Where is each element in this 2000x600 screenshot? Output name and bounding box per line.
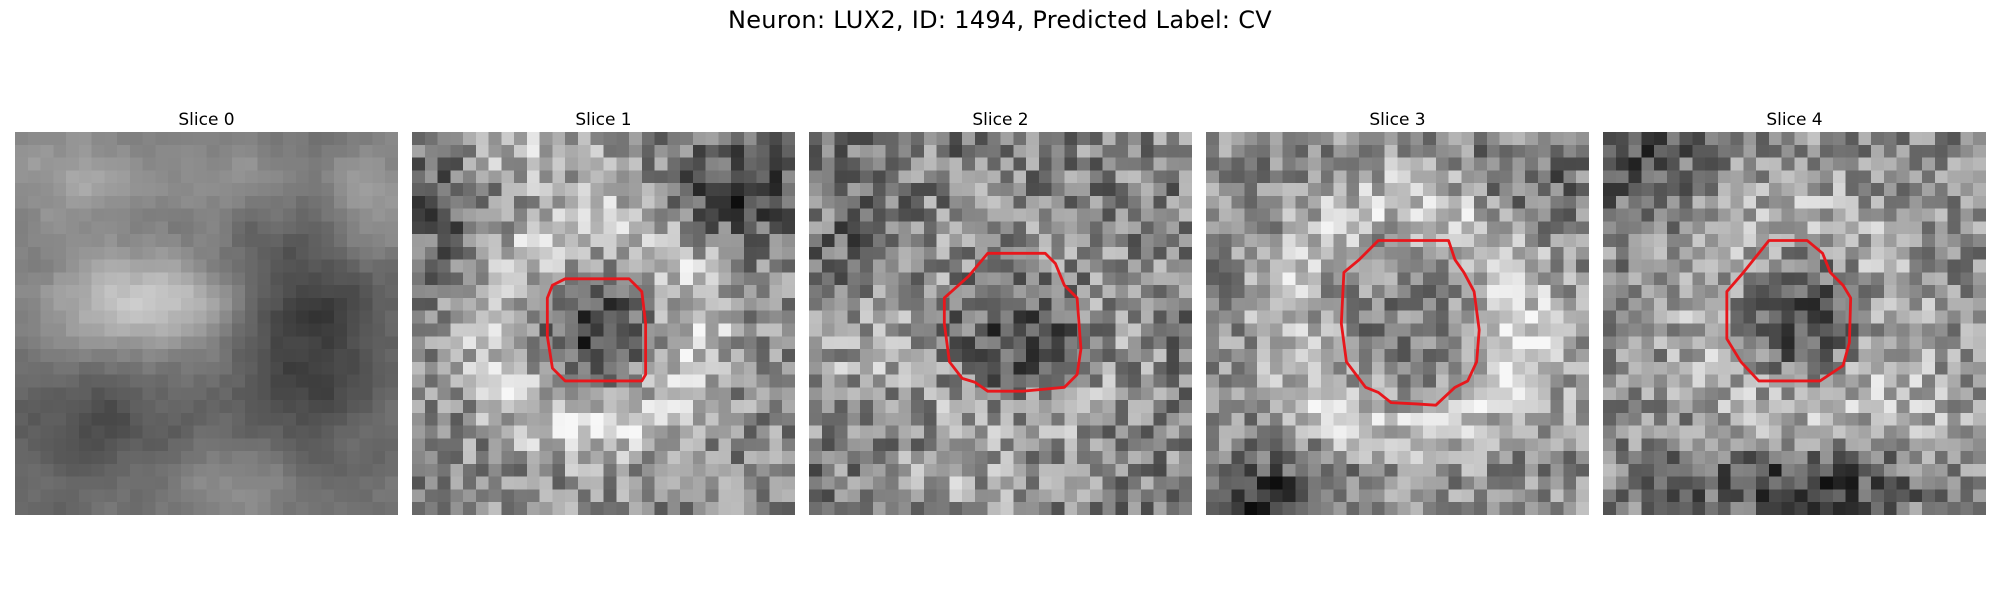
panel-title: Slice 1 — [575, 110, 632, 130]
panel-title: Slice 3 — [1369, 110, 1426, 130]
figure-title: Neuron: LUX2, ID: 1494, Predicted Label:… — [727, 6, 1273, 34]
roi-contour — [1339, 239, 1481, 407]
roi-contour — [942, 251, 1083, 393]
pixel-grid — [1603, 132, 1986, 515]
pixel-grid — [1206, 132, 1589, 515]
panel-title: Slice 2 — [972, 110, 1029, 130]
panel-slice-3: Slice 3 — [1206, 108, 1589, 515]
panel-slice-0: Slice 0 — [15, 108, 398, 515]
panel-title: Slice 0 — [178, 110, 235, 130]
panel-title: Slice 4 — [1766, 110, 1823, 130]
roi-contour — [545, 277, 648, 383]
slice-image — [1206, 132, 1589, 515]
slice-image — [15, 132, 398, 515]
roi-contour — [1725, 239, 1853, 383]
panel-slice-1: Slice 1 — [412, 108, 795, 515]
slice-image — [809, 132, 1192, 515]
pixel-grid — [809, 132, 1192, 515]
slice-image — [412, 132, 795, 515]
slice-image — [1603, 132, 1986, 515]
panel-slice-2: Slice 2 — [809, 108, 1192, 515]
pixel-grid — [15, 132, 398, 515]
panel-slice-4: Slice 4 — [1603, 108, 1986, 515]
pixel-grid — [412, 132, 795, 515]
